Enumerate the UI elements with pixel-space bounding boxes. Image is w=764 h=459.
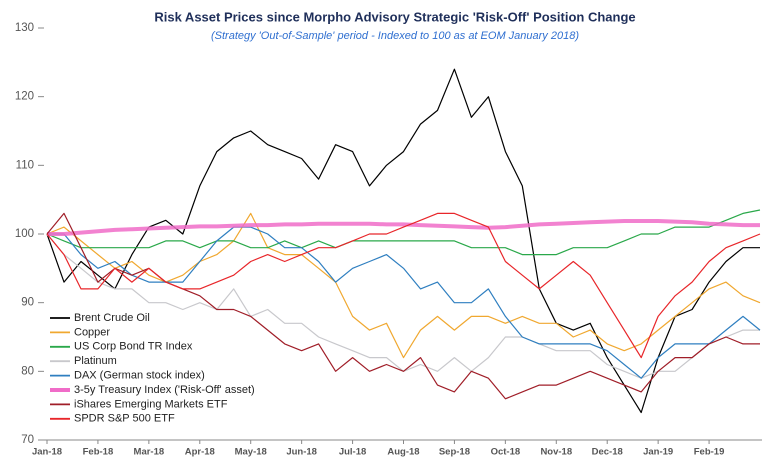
x-tick-label: May-18 <box>235 447 267 458</box>
x-tick-label: Jan-18 <box>32 447 62 458</box>
y-tick-label: 70 <box>21 434 34 446</box>
x-tick-label: Jun-18 <box>286 447 317 458</box>
x-tick-label: Mar-18 <box>134 447 165 458</box>
x-tick-label: Jul-18 <box>339 447 366 458</box>
series-line <box>46 212 761 359</box>
x-tick-label: Aug-18 <box>387 447 419 458</box>
legend-label: Brent Crude Oil <box>74 312 150 324</box>
y-tick-label: 130 <box>15 22 34 34</box>
y-tick-label: 120 <box>15 91 34 103</box>
y-tick-label: 90 <box>21 297 34 309</box>
y-tick-label: 100 <box>15 228 34 240</box>
x-tick-label: Oct-18 <box>491 447 521 458</box>
series-line <box>47 219 760 236</box>
chart-title: Risk Asset Prices since Morpho Advisory … <box>154 9 635 24</box>
x-tick-label: Apr-18 <box>185 447 215 458</box>
legend-label: Copper <box>74 326 110 338</box>
x-tick-label: Feb-19 <box>694 447 725 458</box>
x-tick-label: Nov-18 <box>540 447 572 458</box>
x-tick-label: Jan-19 <box>643 447 673 458</box>
series-line <box>46 209 761 256</box>
y-tick-label: 80 <box>21 365 34 377</box>
legend-label: 3-5y Treasury Index ('Risk-Off' asset) <box>74 384 255 396</box>
series-line <box>46 68 760 414</box>
legend-label: SPDR S&P 500 ETF <box>74 413 175 425</box>
x-tick-label: Dec-18 <box>592 447 623 458</box>
legend-label: US Corp Bond TR Index <box>74 341 193 353</box>
series-line <box>46 212 761 359</box>
x-tick-label: Feb-18 <box>83 447 114 458</box>
legend-label: iShares Emerging Markets ETF <box>74 398 228 410</box>
legend-label: Platinum <box>74 355 117 367</box>
legend-label: DAX (German stock index) <box>74 370 205 382</box>
chart-subtitle: (Strategy 'Out-of-Sample' period - Index… <box>211 30 579 42</box>
x-tick-label: Sep-18 <box>439 447 470 458</box>
y-tick-label: 110 <box>16 159 34 171</box>
